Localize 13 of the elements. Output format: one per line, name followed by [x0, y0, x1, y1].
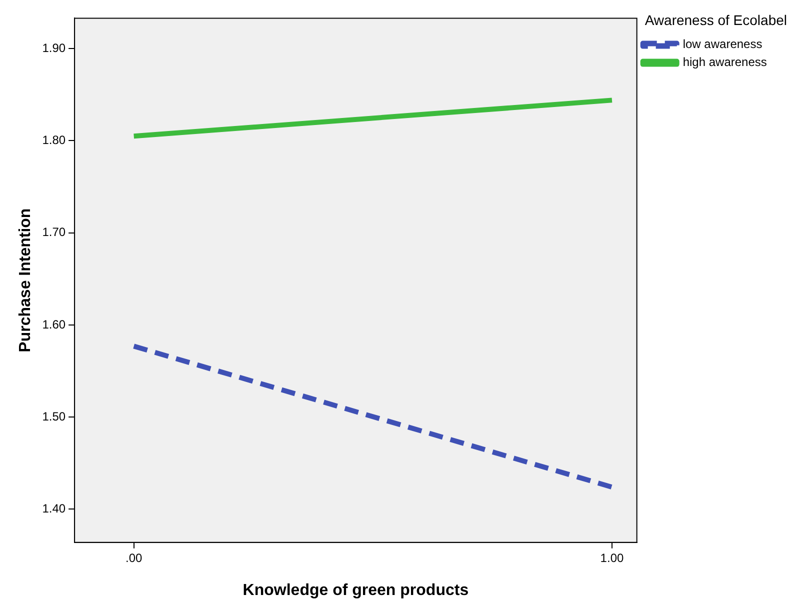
y-tick-label: 1.80 — [42, 133, 66, 148]
y-tick-label: 1.50 — [42, 409, 66, 424]
y-tick-label: 1.60 — [42, 317, 66, 332]
y-tick-label: 1.90 — [42, 40, 66, 55]
x-tick-label: 1.00 — [600, 550, 624, 565]
y-tick-label: 1.40 — [42, 502, 66, 516]
y-axis-title: Purchase Intention — [17, 208, 34, 352]
legend-label: low awareness — [682, 37, 762, 52]
x-tick-label: .00 — [126, 550, 143, 565]
y-tick-label: 1.70 — [42, 225, 66, 240]
legend-label: high awareness — [682, 55, 767, 70]
legend-title: Awareness of Ecolabel — [644, 12, 788, 28]
x-axis-title: Knowledge of green products — [242, 582, 469, 599]
